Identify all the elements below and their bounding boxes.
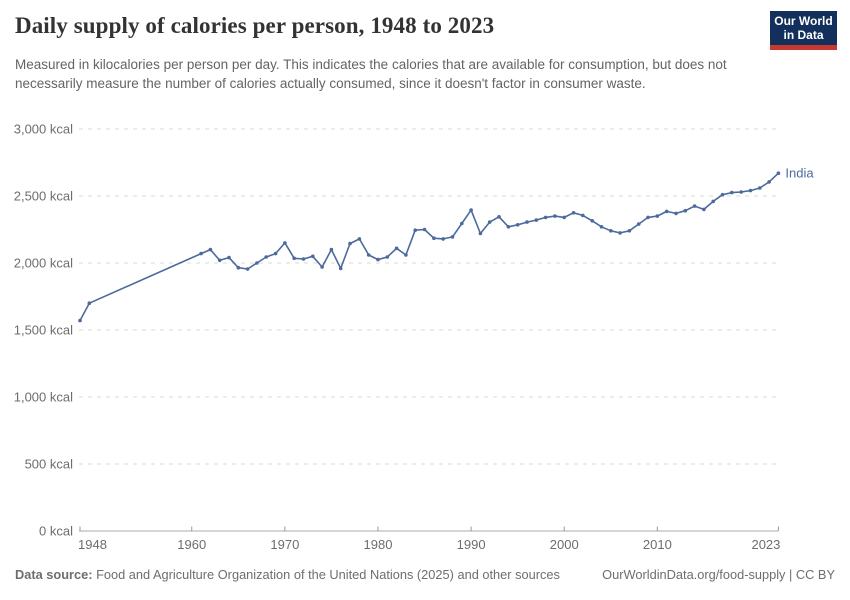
y-axis-tick-label: 1,000 kcal bbox=[14, 390, 73, 405]
data-point-marker[interactable] bbox=[515, 223, 520, 227]
data-point-marker[interactable] bbox=[301, 257, 306, 261]
data-point-marker[interactable] bbox=[208, 247, 213, 252]
logo-line-2: in Data bbox=[783, 28, 824, 42]
data-point-marker[interactable] bbox=[217, 258, 222, 263]
data-point-marker[interactable] bbox=[460, 221, 464, 226]
y-axis-tick-label: 2,500 kcal bbox=[14, 189, 73, 204]
data-point-marker[interactable] bbox=[562, 215, 566, 220]
data-point-marker[interactable] bbox=[590, 219, 594, 223]
page-title: Daily supply of calories per person, 194… bbox=[15, 13, 495, 38]
data-point-marker[interactable] bbox=[636, 222, 641, 226]
data-point-marker[interactable] bbox=[664, 209, 669, 214]
data-point-marker[interactable] bbox=[311, 254, 315, 259]
data-source-label: Data source: bbox=[15, 567, 93, 582]
y-axis-tick-label: 3,000 kcal bbox=[14, 122, 73, 137]
data-point-marker[interactable] bbox=[692, 204, 697, 208]
series-label-india[interactable]: India bbox=[785, 166, 814, 181]
credit-link[interactable]: OurWorldinData.org/food-supply | CC BY bbox=[602, 567, 835, 582]
y-axis-tick-label: 0 kcal bbox=[39, 524, 73, 539]
logo-line-1: Our World bbox=[774, 14, 833, 28]
data-point-marker[interactable] bbox=[283, 241, 287, 245]
data-point-marker[interactable] bbox=[683, 208, 688, 213]
data-point-marker[interactable] bbox=[599, 225, 604, 229]
data-point-marker[interactable] bbox=[264, 255, 269, 259]
data-point-marker[interactable] bbox=[534, 218, 539, 222]
data-point-marker[interactable] bbox=[478, 231, 483, 236]
data-point-marker[interactable] bbox=[404, 253, 408, 257]
x-axis-tick-label: 1948 bbox=[78, 537, 107, 552]
data-point-marker[interactable] bbox=[385, 255, 390, 259]
data-point-marker[interactable] bbox=[245, 267, 250, 271]
x-axis-tick-label: 2010 bbox=[643, 537, 672, 552]
data-point-marker[interactable] bbox=[357, 237, 362, 241]
chart-footer: Data source: Food and Agriculture Organi… bbox=[15, 567, 835, 582]
data-point-marker[interactable] bbox=[338, 266, 343, 271]
y-axis-tick-label: 500 kcal bbox=[25, 457, 74, 472]
y-axis-tick-label: 2,000 kcal bbox=[14, 256, 73, 271]
data-point-marker[interactable] bbox=[413, 228, 418, 232]
chart-subtitle: Measured in kilocalories per person per … bbox=[15, 57, 727, 91]
x-axis-tick-label: 2000 bbox=[550, 537, 579, 552]
data-source-text: Food and Agriculture Organization of the… bbox=[92, 567, 560, 582]
data-point-marker[interactable] bbox=[87, 301, 92, 306]
x-axis-tick-label: 1970 bbox=[270, 537, 299, 552]
data-point-marker[interactable] bbox=[730, 190, 734, 195]
data-point-marker[interactable] bbox=[646, 215, 650, 220]
data-point-marker[interactable] bbox=[366, 253, 371, 257]
x-axis-tick-label: 1990 bbox=[457, 537, 486, 552]
data-point-marker[interactable] bbox=[581, 213, 585, 218]
data-point-marker[interactable] bbox=[525, 220, 529, 224]
data-point-marker[interactable] bbox=[432, 236, 436, 240]
data-point-marker[interactable] bbox=[78, 318, 82, 323]
data-point-marker[interactable] bbox=[255, 261, 259, 265]
data-point-marker[interactable] bbox=[292, 256, 297, 261]
data-point-marker[interactable] bbox=[497, 215, 501, 219]
data-point-marker[interactable] bbox=[758, 186, 762, 190]
x-axis-tick-label: 1980 bbox=[364, 537, 393, 552]
data-point-marker[interactable] bbox=[376, 257, 380, 262]
data-point-marker[interactable] bbox=[674, 211, 678, 216]
data-point-marker[interactable] bbox=[748, 188, 753, 193]
data-point-marker[interactable] bbox=[739, 190, 743, 194]
data-point-marker[interactable] bbox=[227, 255, 231, 260]
data-point-marker[interactable] bbox=[655, 214, 660, 218]
x-axis-tick-label: 2023 bbox=[751, 537, 780, 552]
data-point-marker[interactable] bbox=[543, 215, 548, 220]
data-point-marker[interactable] bbox=[720, 192, 725, 197]
data-point-marker[interactable] bbox=[422, 227, 427, 232]
data-point-marker[interactable] bbox=[776, 171, 781, 175]
owid-logo[interactable]: Our World in Data bbox=[770, 11, 837, 50]
data-point-marker[interactable] bbox=[441, 237, 446, 241]
data-point-marker[interactable] bbox=[487, 220, 492, 224]
data-point-marker[interactable] bbox=[320, 265, 324, 269]
data-point-marker[interactable] bbox=[702, 207, 706, 212]
x-axis-tick-label: 1960 bbox=[177, 537, 206, 552]
data-point-marker[interactable] bbox=[236, 265, 241, 270]
data-point-marker[interactable] bbox=[348, 241, 352, 246]
data-point-marker[interactable] bbox=[394, 246, 399, 251]
data-point-marker[interactable] bbox=[711, 199, 715, 204]
data-point-marker[interactable] bbox=[553, 214, 557, 218]
data-point-marker[interactable] bbox=[469, 208, 473, 212]
data-point-marker[interactable] bbox=[618, 231, 622, 235]
data-point-marker[interactable] bbox=[329, 247, 334, 252]
data-point-marker[interactable] bbox=[609, 229, 613, 233]
data-point-marker[interactable] bbox=[767, 180, 771, 184]
y-axis-tick-label: 1,500 kcal bbox=[14, 323, 73, 338]
data-point-marker[interactable] bbox=[273, 251, 278, 256]
data-point-marker[interactable] bbox=[627, 229, 632, 233]
data-point-marker[interactable] bbox=[506, 225, 511, 229]
data-point-marker[interactable] bbox=[450, 235, 455, 239]
data-point-marker[interactable] bbox=[571, 211, 576, 215]
data-point-marker[interactable] bbox=[199, 251, 203, 256]
data-source: Data source: Food and Agriculture Organi… bbox=[15, 567, 560, 582]
india-line[interactable] bbox=[79, 172, 779, 321]
